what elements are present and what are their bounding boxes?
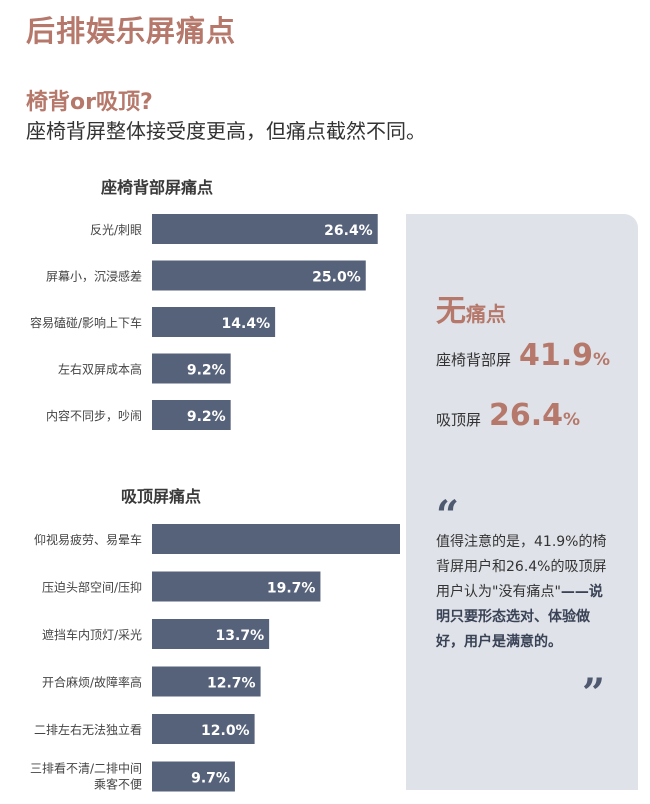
seatback-value-label: 14.4% <box>222 316 271 332</box>
stat-ceiling-label: 吸顶屏 <box>436 411 482 429</box>
seatback-bar <box>152 307 276 337</box>
seatback-category-label: 反光/刺眼 <box>90 223 142 237</box>
chart2-title: 吸顶屏痛点 <box>121 487 202 506</box>
ceiling-category-label: 仰视易疲劳、易晕车 <box>34 532 142 547</box>
seatback-value-label: 26.4% <box>324 223 373 239</box>
ceiling-pain-chart: 44.5%仰视易疲劳、易晕车19.7%压迫头部空间/压抑13.7%遮挡车内顶灯/… <box>30 524 400 792</box>
summary-panel <box>406 214 638 790</box>
ceiling-bar <box>152 524 400 554</box>
ceiling-category-label: 压迫头部空间/压抑 <box>42 580 142 595</box>
stat-ceiling-value: 26.4% <box>489 398 581 433</box>
seatback-value-label: 9.2% <box>187 409 226 425</box>
ceiling-value-label: 12.0% <box>201 723 250 739</box>
seatback-value-label: 9.2% <box>187 363 226 379</box>
ceiling-category-label: 开合麻烦/故障率高 <box>42 675 142 690</box>
ceiling-bar <box>152 666 261 697</box>
stat-seatback: 座椅背部屏 41.9% <box>436 338 610 373</box>
ceiling-value-label: 19.7% <box>267 581 316 597</box>
chart1-title: 座椅背部屏痛点 <box>101 178 214 197</box>
seatback-category-label: 容易磕碰/影响上下车 <box>30 315 142 330</box>
stat-ceiling: 吸顶屏 26.4% <box>436 398 580 433</box>
seatback-category-label: 左右双屏成本高 <box>58 362 142 377</box>
ceiling-value-label: 9.7% <box>191 771 230 787</box>
seatback-bar <box>152 400 231 430</box>
seatback-bar <box>152 353 231 384</box>
ceiling-value-label: 12.7% <box>207 676 256 692</box>
stat-seatback-label: 座椅背部屏 <box>436 351 512 369</box>
quote-bold: ——说明只要形态选对、体验做好，用户是满意的。 <box>436 584 603 650</box>
quote-plain: 值得注意的是，41.9%的椅背屏用户和26.4%的吸顶屏用户认为"没有痛点" <box>436 534 607 600</box>
seatback-category-label: 屏幕小，沉浸感差 <box>46 269 142 284</box>
ceiling-bar <box>152 619 270 649</box>
quote-close-icon: ” <box>582 670 606 717</box>
seatback-value-label: 25.0% <box>312 270 361 286</box>
no-pain-big: 无 <box>436 294 466 329</box>
seatback-bar <box>152 260 366 291</box>
ceiling-category-label: 三排看不清/二排中间乘客不便 <box>30 761 142 792</box>
question-title: 椅背or吸顶? <box>26 90 153 115</box>
ceiling-category-label: 遮挡车内顶灯/采光 <box>42 627 142 642</box>
seatback-category-label: 内容不同步，吵闹 <box>46 408 142 423</box>
seatback-bar <box>152 214 378 244</box>
ceiling-category-label: 二排左右无法独立看 <box>34 722 142 737</box>
page-title: 后排娱乐屏痛点 <box>26 14 237 48</box>
ceiling-bar <box>152 571 321 602</box>
quote-open-icon: “ <box>436 492 460 539</box>
stat-seatback-value: 41.9% <box>519 338 611 373</box>
seatback-pain-chart: 26.4% 反光/刺眼 25.0% 屏幕小，沉浸感差 14.4% 容易磕碰/影响上下车 9.… <box>30 214 378 430</box>
question-subtitle: 座椅背屏整体接受度更高，但痛点截然不同。 <box>26 119 426 143</box>
ceiling-bar <box>152 714 255 744</box>
ceiling-bar <box>152 761 235 792</box>
quote-text: 值得注意的是，41.9%的椅背屏用户和26.4%的吸顶屏用户认为"没有痛点"——… <box>436 530 616 655</box>
no-pain-heading: 无痛点 <box>436 286 506 330</box>
no-pain-rest: 痛点 <box>466 302 506 326</box>
ceiling-value-label: 13.7% <box>216 628 265 644</box>
